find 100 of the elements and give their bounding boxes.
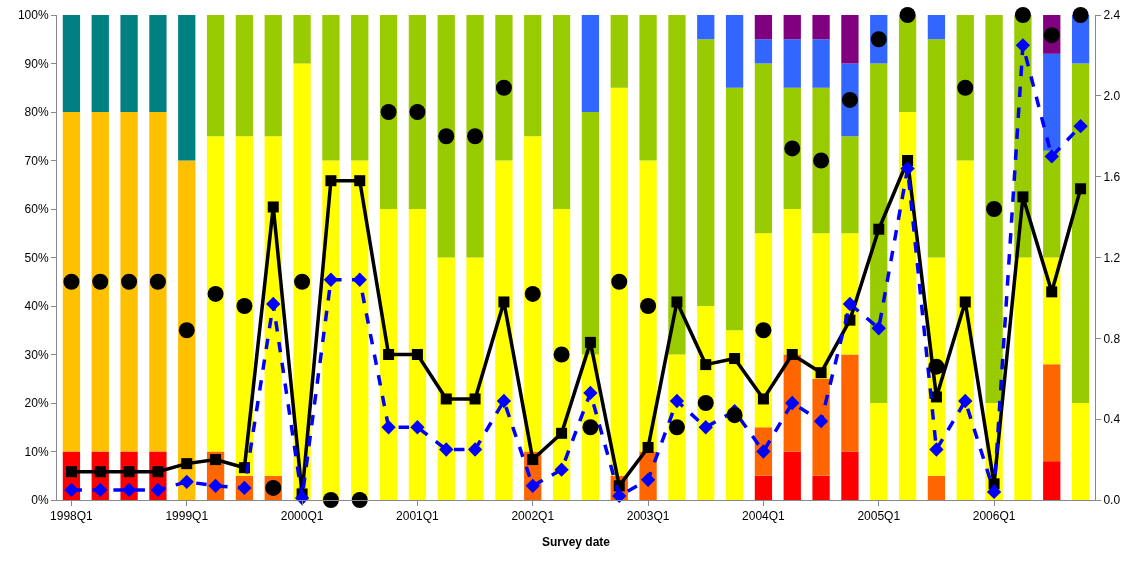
point xyxy=(1017,191,1029,203)
bar xyxy=(62,112,81,452)
bar xyxy=(379,209,398,500)
x-tick-label: 2004Q1 xyxy=(742,509,786,524)
bar xyxy=(322,15,340,161)
point xyxy=(928,358,945,375)
point xyxy=(1015,38,1031,53)
x-tick-label: 2005Q1 xyxy=(857,509,901,524)
bar xyxy=(841,451,859,500)
point xyxy=(583,385,598,401)
y-tick-label: 100% xyxy=(17,8,49,23)
point xyxy=(671,296,683,308)
point xyxy=(668,419,685,436)
point xyxy=(871,321,886,336)
x-tick-label: 2000Q1 xyxy=(280,509,324,524)
bar xyxy=(783,15,801,40)
point xyxy=(150,482,166,498)
bar xyxy=(120,15,138,112)
point xyxy=(64,482,79,498)
bar xyxy=(927,15,946,40)
y2-tick-label: 2.4 xyxy=(1103,8,1121,23)
point xyxy=(900,161,915,176)
point xyxy=(527,454,539,466)
bar xyxy=(235,15,254,137)
bar xyxy=(408,209,427,500)
point xyxy=(1073,119,1088,134)
bar xyxy=(783,451,801,500)
point xyxy=(294,490,310,506)
y-tick-label: 70% xyxy=(24,153,49,168)
point xyxy=(640,298,657,314)
x-tick-label: 2001Q1 xyxy=(396,509,440,524)
bar xyxy=(725,87,744,331)
point xyxy=(1044,149,1059,164)
point xyxy=(959,296,971,308)
y2-tick-label: 0.4 xyxy=(1103,412,1121,427)
point xyxy=(152,466,164,478)
bar xyxy=(178,160,196,500)
point xyxy=(755,322,772,339)
bar xyxy=(1043,364,1061,462)
point xyxy=(410,420,425,435)
bar xyxy=(351,15,369,161)
point xyxy=(929,442,944,457)
point xyxy=(439,442,454,457)
bar xyxy=(668,15,686,355)
point xyxy=(525,478,540,493)
point xyxy=(556,427,568,439)
bar xyxy=(149,15,167,112)
point xyxy=(236,298,253,314)
x-tick-label: 1998Q1 xyxy=(50,509,94,524)
point xyxy=(380,104,397,120)
bar xyxy=(783,87,801,209)
bar xyxy=(754,475,773,500)
point xyxy=(495,79,512,96)
bar xyxy=(725,15,744,88)
y-tick-label: 80% xyxy=(24,105,49,120)
point xyxy=(496,393,512,409)
bar xyxy=(812,233,830,379)
y-tick-label: 50% xyxy=(24,250,49,265)
x-axis-title: Survey date xyxy=(541,535,611,549)
bar xyxy=(495,15,513,161)
point xyxy=(93,482,108,498)
bar xyxy=(1043,461,1061,500)
bar xyxy=(812,15,830,40)
bar xyxy=(697,39,715,306)
point xyxy=(815,367,827,379)
bar xyxy=(870,63,888,403)
bar xyxy=(437,257,455,500)
point xyxy=(178,322,195,339)
bar xyxy=(841,354,859,452)
point xyxy=(411,349,423,360)
point xyxy=(642,441,654,453)
point xyxy=(700,359,712,371)
point xyxy=(697,395,714,411)
point xyxy=(1046,286,1058,298)
point xyxy=(65,466,77,478)
bar xyxy=(149,112,167,452)
point xyxy=(726,407,743,424)
point xyxy=(1014,7,1031,23)
bar xyxy=(812,475,830,500)
y-tick-label: 10% xyxy=(24,444,49,459)
bar xyxy=(870,403,888,500)
bar xyxy=(495,160,513,500)
bar xyxy=(812,87,830,234)
bar xyxy=(408,15,427,209)
bar xyxy=(581,112,600,355)
bar xyxy=(841,15,859,64)
bar xyxy=(552,15,571,209)
point xyxy=(149,273,166,290)
bar xyxy=(898,15,917,112)
point xyxy=(63,273,80,290)
bar xyxy=(379,15,398,209)
point xyxy=(785,395,800,411)
point xyxy=(498,296,510,308)
point xyxy=(322,492,339,508)
bar xyxy=(581,15,600,112)
y-tick-label: 40% xyxy=(24,299,49,314)
bar xyxy=(956,160,974,500)
bar xyxy=(927,475,946,500)
bar xyxy=(120,112,138,452)
bar xyxy=(91,112,109,452)
